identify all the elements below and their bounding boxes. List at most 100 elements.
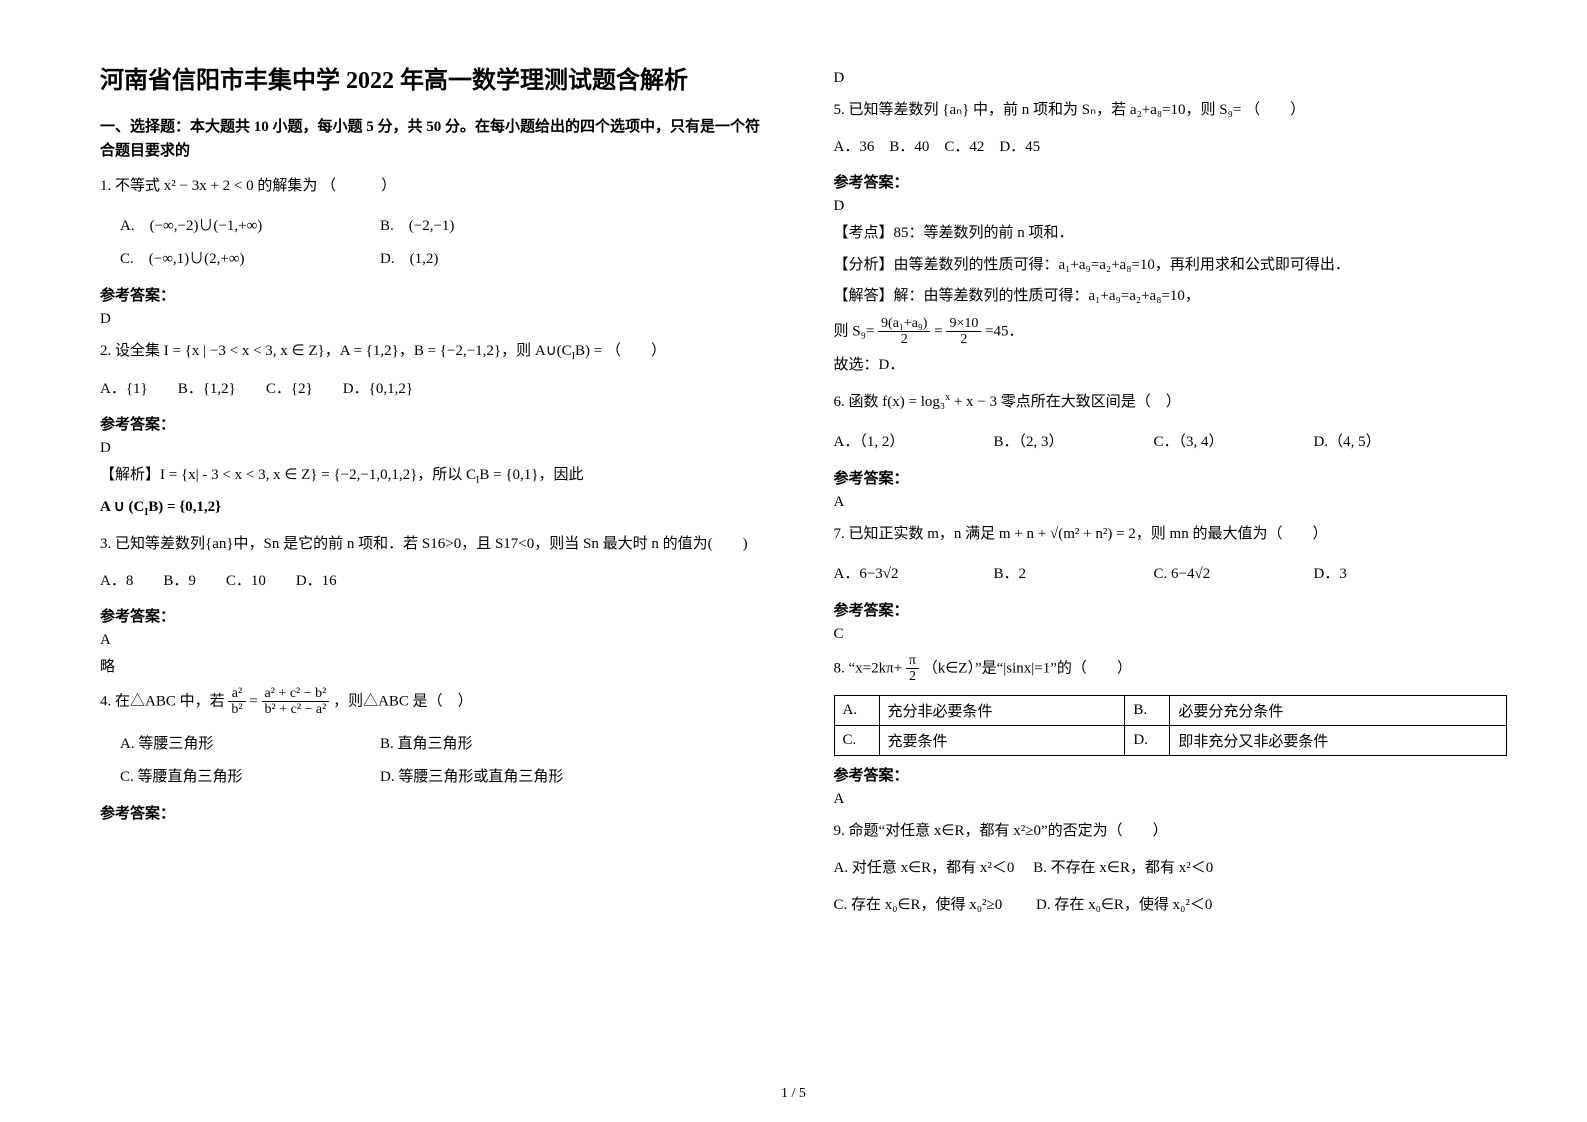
q8-cell-b: 必要分充分条件 [1170, 695, 1507, 725]
q2-options: A．{1} B．{1,2} C．{2} D．{0,1,2} [100, 376, 774, 403]
q5-frac2-num: 9×10 [946, 316, 981, 332]
q7-options: A．6−3√2 B．2 C. 6−4√2 D．3 [834, 558, 1508, 591]
q6-stem-post: + x − 3 零点所在大致区间是（ ） [950, 394, 1181, 410]
q4-opt-c: C. 等腰直角三角形 [120, 761, 380, 794]
q5-answer: D [834, 198, 1508, 215]
page: 河南省信阳市丰集中学 2022 年高一数学理测试题含解析 一、选择题：本大题共 … [0, 0, 1587, 1122]
q8-cell-d: 即非充分又非必要条件 [1170, 725, 1507, 755]
q6-stem: 6. 函数 f(x) = log₃x + x − 3 零点所在大致区间是（ ） [834, 389, 1508, 416]
q8-cell-c: 充要条件 [879, 725, 1125, 755]
q7-opt-c: C. 6−4√2 [1154, 558, 1314, 591]
q9-options-row1: A. 对任意 x∈R，都有 x²＜0 B. 不存在 x∈R，都有 x²＜0 [834, 855, 1508, 882]
q4-stem-pre: 4. 在△ABC 中，若 [100, 693, 228, 709]
q8-frac: π 2 [906, 653, 919, 685]
q6-answer-label: 参考答案： [834, 467, 1508, 488]
q2-analysis-2: A ∪ (CIB) = {0,1,2} [100, 495, 774, 521]
table-row: A. 充分非必要条件 B. 必要分充分条件 [834, 695, 1507, 725]
q3-answer: A [100, 632, 774, 649]
q5-solve2-pre: 则 S₉= [834, 323, 875, 339]
q2-answer-label: 参考答案： [100, 413, 774, 434]
q4-answer: D [834, 70, 1508, 87]
q6-opt-a: A．（1, 2） [834, 426, 994, 459]
q4-opt-a: A. 等腰三角形 [120, 728, 380, 761]
q4-frac2-num: a² + c² − b² [262, 686, 330, 702]
q9-stem: 9. 命题“对任意 x∈R，都有 x²≥0”的否定为（ ） [834, 818, 1508, 845]
q5-solve2-mid: = [934, 323, 946, 339]
q1-opt-b: B. (−2,−1) [380, 210, 640, 243]
left-column: 河南省信阳市丰集中学 2022 年高一数学理测试题含解析 一、选择题：本大题共 … [100, 60, 774, 929]
q8-cell-d-label: D. [1125, 725, 1170, 755]
table-row: C. 充要条件 D. 即非充分又非必要条件 [834, 725, 1507, 755]
q4-mid: = [249, 693, 261, 709]
q7-opt-a: A．6−3√2 [834, 558, 994, 591]
q2-analysis-2-pre: A ∪ (C [100, 499, 144, 515]
q3-options: A．8 B．9 C．10 D．16 [100, 568, 774, 595]
q2-answer: D [100, 440, 774, 457]
q5-solve3: 故选：D． [834, 353, 1508, 379]
q2-stem-pre: 2. 设全集 I = {x | −3 < x < 3, x ∈ Z}，A = {… [100, 343, 572, 359]
q5-options: A．36 B．40 C．42 D．45 [834, 134, 1508, 161]
q1-options: A. (−∞,−2)∪(−1,+∞) B. (−2,−1) C. (−∞,1)∪… [120, 210, 774, 276]
q8-answer: A [834, 791, 1508, 808]
q5-stem: 5. 已知等差数列 {aₙ} 中，前 n 项和为 Sₙ，若 a₂+a₈=10，则… [834, 97, 1508, 124]
q2-stem: 2. 设全集 I = {x | −3 < x < 3, x ∈ Z}，A = {… [100, 338, 774, 366]
q4-stem: 4. 在△ABC 中，若 a² b² = a² + c² − b² b² + c… [100, 686, 774, 718]
q5-solve2: 则 S₉= 9(a₁+a₉) 2 = 9×10 2 =45． [834, 316, 1508, 348]
q5-solve2-post: =45． [985, 323, 1023, 339]
two-column-layout: 河南省信阳市丰集中学 2022 年高一数学理测试题含解析 一、选择题：本大题共 … [100, 60, 1507, 929]
q9-options-row2: C. 存在 x₀∈R，使得 x₀²≥0 D. 存在 x₀∈R，使得 x₀²＜0 [834, 892, 1508, 919]
q6-opt-b: B．（2, 3） [994, 426, 1154, 459]
q9-opt-c: C. 存在 x₀∈R，使得 x₀²≥0 [834, 897, 1003, 913]
q6-opt-d: D.（4, 5） [1314, 426, 1474, 459]
q8-stem-post: （k∈Z）”是“|sinx|=1”的（ ） [923, 660, 1132, 676]
q6-options: A．（1, 2） B．（2, 3） C．（3, 4） D.（4, 5） [834, 426, 1508, 459]
q5-frac1: 9(a₁+a₉) 2 [878, 316, 930, 348]
q1-answer-label: 参考答案： [100, 284, 774, 305]
q8-stem: 8. “x=2kπ+ π 2 （k∈Z）”是“|sinx|=1”的（ ） [834, 653, 1508, 685]
q5-frac2: 9×10 2 [946, 316, 981, 348]
q5-solve1: 【解答】解：由等差数列的性质可得：a₁+a₉=a₂+a₈=10， [834, 284, 1508, 310]
q8-options-table: A. 充分非必要条件 B. 必要分充分条件 C. 充要条件 D. 即非充分又非必… [834, 695, 1508, 756]
q4-frac2-den: b² + c² − a² [262, 702, 330, 717]
right-column: D 5. 已知等差数列 {aₙ} 中，前 n 项和为 Sₙ，若 a₂+a₈=10… [834, 60, 1508, 929]
q4-frac1: a² b² [228, 686, 245, 718]
q3-answer-label: 参考答案： [100, 605, 774, 626]
q6-stem-pre: 6. 函数 f(x) = log₃ [834, 394, 946, 410]
q8-cell-a: 充分非必要条件 [879, 695, 1125, 725]
q4-answer-label: 参考答案： [100, 802, 774, 823]
q8-frac-den: 2 [906, 669, 919, 684]
q2-analysis-2-post: B) = {0,1,2} [148, 499, 221, 515]
q4-frac1-den: b² [228, 702, 245, 717]
q8-cell-c-label: C. [834, 725, 879, 755]
q2-analysis-1-pre: 【解析】I = {x| - 3 < x < 3, x ∈ Z} = {−2,−1… [100, 467, 476, 483]
q2-stem-post: B) = （ ） [575, 343, 666, 359]
q7-opt-d: D．3 [1314, 558, 1474, 591]
q6-answer: A [834, 494, 1508, 511]
q4-stem-post: ，则△ABC 是（ ） [333, 693, 473, 709]
page-footer: 1 / 5 [0, 1086, 1587, 1102]
q4-options: A. 等腰三角形 B. 直角三角形 C. 等腰直角三角形 D. 等腰三角形或直角… [120, 728, 774, 794]
q3-note: 略 [100, 655, 774, 676]
q8-stem-pre: 8. “x=2kπ+ [834, 660, 903, 676]
q4-frac2: a² + c² − b² b² + c² − a² [262, 686, 330, 718]
q5-frac1-den: 2 [878, 332, 930, 347]
q1-stem: 1. 不等式 x² − 3x + 2 < 0 的解集为 （ ） [100, 173, 774, 200]
q1-opt-d: D. (1,2) [380, 243, 640, 276]
q4-opt-d: D. 等腰三角形或直角三角形 [380, 761, 640, 794]
q8-answer-label: 参考答案： [834, 764, 1508, 785]
q1-opt-a: A. (−∞,−2)∪(−1,+∞) [120, 210, 380, 243]
q2-analysis-1-post: B = {0,1}，因此 [479, 467, 583, 483]
q8-cell-b-label: B. [1125, 695, 1170, 725]
q8-frac-num: π [906, 653, 919, 669]
q5-point: 【考点】85：等差数列的前 n 项和． [834, 221, 1508, 247]
q7-opt-b: B．2 [994, 558, 1154, 591]
q5-analysis: 【分析】由等差数列的性质可得：a₁+a₉=a₂+a₈=10，再利用求和公式即可得… [834, 253, 1508, 279]
q9-opt-a: A. 对任意 x∈R，都有 x²＜0 [834, 860, 1015, 876]
q5-frac1-num: 9(a₁+a₉) [878, 316, 930, 332]
q9-opt-d: D. 存在 x₀∈R，使得 x₀²＜0 [1036, 897, 1212, 913]
q9-opt-b: B. 不存在 x∈R，都有 x²＜0 [1033, 860, 1213, 876]
q3-stem: 3. 已知等差数列{an}中，Sn 是它的前 n 项和．若 S16>0，且 S1… [100, 531, 774, 558]
q1-opt-c: C. (−∞,1)∪(2,+∞) [120, 243, 380, 276]
q6-opt-c: C．（3, 4） [1154, 426, 1314, 459]
q1-answer: D [100, 311, 774, 328]
